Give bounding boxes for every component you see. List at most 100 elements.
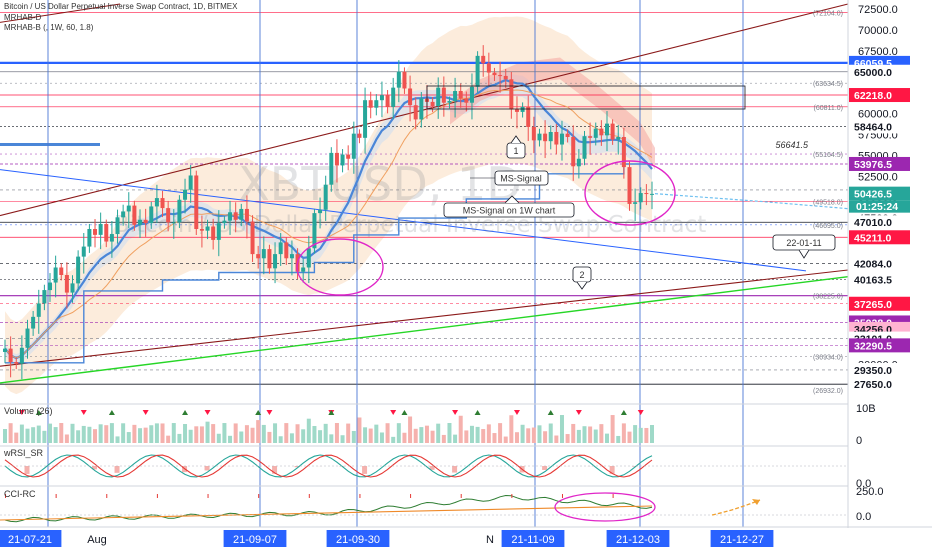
price-badge-label: 65000.0 [854,67,892,79]
volume-bar [166,435,171,443]
candle-body [188,175,193,190]
wrsi-bar [632,466,638,467]
volume-bar [154,423,159,443]
volume-bar [228,435,233,443]
watermark-subtitle: Bitcoin / US Dollar Perpetual Inverse Sw… [114,212,707,238]
volume-bar [14,432,19,443]
cci-tick-mark [359,494,361,498]
volume-bar [261,424,266,443]
volume-bar [306,418,311,443]
volume-bar [239,431,244,443]
time-axis[interactable]: 21-07-21 Aug 21-09-07 21-09-30 N 21-11-09 21-1… [0,528,932,550]
volume-up-marker [255,410,262,415]
volume-bar [329,434,334,443]
candle-body [70,283,75,293]
volume-bar [644,427,649,443]
volume-pane-label: Volume (26) [4,406,53,416]
volume-bar [385,423,390,443]
candle-body [199,229,204,231]
candle-body [289,254,294,259]
volume-bar [250,427,255,443]
volume-bar [413,428,418,443]
candle-body [486,63,491,73]
candle-body [531,126,536,141]
candle-body [36,303,41,317]
candle-body [329,152,334,185]
candle-body [318,209,323,214]
level-small-label: (72104.0) [813,10,843,17]
y-tick-label: 70000.0 [858,25,898,37]
wrsi-bar [452,466,458,473]
trend-lines [0,3,849,384]
volume-bar [430,430,435,443]
volume-bar [126,432,131,443]
candle-body [211,226,216,240]
candle-body [441,87,446,103]
envelope-band [5,16,652,395]
volume-bar [183,424,188,443]
candle-body [183,189,188,200]
level-small-label: (26932.0) [813,388,843,395]
volume-bar [19,424,24,443]
volume-bar [205,421,210,443]
volume-bar [188,429,193,443]
wrsi-bar [362,466,368,474]
top-trend-line [0,3,121,23]
y-tick-label: 67500.0 [858,46,898,58]
volume-up-marker [328,410,335,415]
candle-body [261,249,266,259]
volume-bar [441,434,446,443]
candle-body [306,248,311,268]
countdown-label: 01:25:24 [856,201,898,213]
countdown-box [849,200,910,213]
candle-body [222,220,227,224]
candle-body [548,131,553,142]
candle-body [475,55,480,87]
watermark-symbol: XBTUSD, 1D [238,157,521,211]
candle-body [447,101,452,103]
volume-down-marker [204,410,211,415]
highlight-ellipse-left [296,238,384,296]
volume-bar [453,434,458,443]
candle-body [413,105,418,120]
volume-bar [160,423,165,443]
volume-bar [98,424,103,443]
price-badge-label: 50426.5 [854,189,892,201]
candle-body [514,109,519,112]
price-badge-label: 53976.5 [854,159,892,171]
candle-body [650,193,654,195]
candle-body [610,123,615,140]
volume-bar [36,425,41,443]
level-small-label: (63634.5) [813,81,843,88]
wrsi-bar [92,466,98,470]
y-tick-label: 72500.0 [858,4,898,16]
volume-bar [143,427,148,443]
cci-arrowhead [752,499,760,505]
volume-bar [25,428,30,443]
volume-bar [53,427,58,443]
time-label: 21-07-21 [8,534,52,546]
wrsi-bar [24,466,30,474]
candle-body [48,282,53,291]
candle-body [312,213,317,249]
price-badge-box [849,256,910,271]
highlight-ellipse-right [584,160,676,226]
support-trend-line [0,275,849,384]
wrsi-bar [294,466,300,468]
wrsi-line [4,454,653,478]
volume-bar [571,423,576,443]
cci-tick-mark [410,494,412,498]
candle-body [379,95,384,101]
candle-body [81,246,86,257]
volume-bar [244,425,249,443]
candle-body [14,362,19,364]
candle-body [385,95,390,107]
candle-body [464,98,469,103]
volume-bar [498,423,503,443]
volume-bar [543,431,548,443]
volume-bar [650,425,654,443]
candle-body [273,254,278,269]
volume-up-marker [474,410,481,415]
volume-bar [346,423,351,443]
